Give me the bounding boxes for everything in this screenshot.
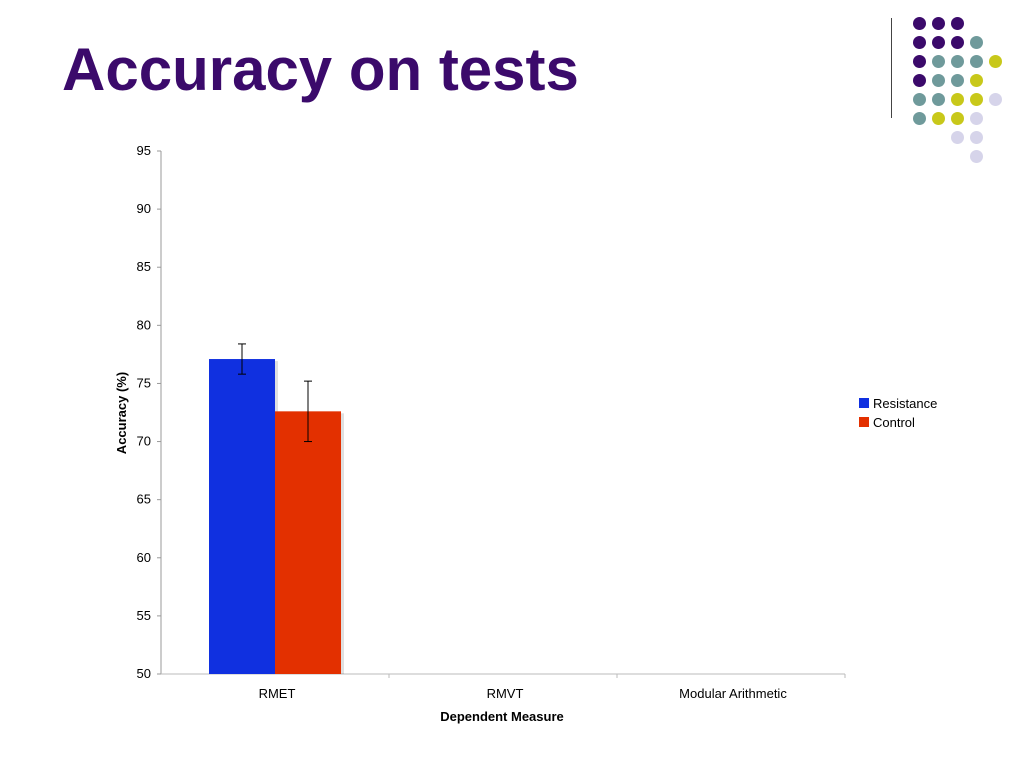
decorative-dot [913,17,926,30]
decorative-dot [970,93,983,106]
y-tick-label: 90 [137,201,151,216]
legend: Resistance Control [859,396,937,430]
decorative-dot [932,74,945,87]
decorative-dot [913,55,926,68]
bar [209,359,275,674]
bar [275,411,341,674]
decorative-divider-line [891,18,892,118]
decorative-dot [913,93,926,106]
decorative-dot [932,17,945,30]
legend-swatch [859,417,869,427]
decorative-dot [951,112,964,125]
y-tick-label: 75 [137,375,151,390]
y-tick-label: 60 [137,550,151,565]
decorative-dot [951,93,964,106]
decorative-dot [970,74,983,87]
x-axis-title: Dependent Measure [440,709,564,724]
x-tick-label: RMET [259,686,296,701]
decorative-dot [970,36,983,49]
decorative-dot [951,55,964,68]
decorative-dot [932,36,945,49]
decorative-dot [932,93,945,106]
decorative-dot [913,74,926,87]
x-axis: RMET RMVT Modular Arithmetic [161,673,846,701]
legend-label: Control [873,415,915,430]
y-tick-label: 85 [137,259,151,274]
y-tick-label: 50 [137,666,151,681]
decorative-dot [951,36,964,49]
y-tick-label: 55 [137,608,151,623]
decorative-dot [989,93,1002,106]
y-axis-title: Accuracy (%) [114,372,129,454]
decorative-dot [951,131,964,144]
decorative-dot [932,112,945,125]
bars [209,359,344,674]
decorative-dot [970,112,983,125]
x-tick-label: Modular Arithmetic [679,686,787,701]
legend-label: Resistance [873,396,937,411]
y-axis: 50 55 60 65 70 75 80 85 90 95 [137,143,162,681]
x-tick-label: RMVT [487,686,524,701]
decorative-dot [951,74,964,87]
decorative-dot [989,55,1002,68]
y-tick-label: 80 [137,317,151,332]
y-tick-label: 95 [137,143,151,158]
legend-swatch [859,398,869,408]
decorative-dot-grid [0,0,1024,200]
error-bars [238,343,312,443]
decorative-dot [970,131,983,144]
slide-title: Accuracy on tests [62,36,579,103]
y-tick-label: 70 [137,434,151,449]
decorative-dot [970,55,983,68]
decorative-dot [970,150,983,163]
decorative-dot [951,17,964,30]
decorative-dot [932,55,945,68]
y-tick-label: 65 [137,492,151,507]
decorative-dot [913,36,926,49]
decorative-dot [913,112,926,125]
